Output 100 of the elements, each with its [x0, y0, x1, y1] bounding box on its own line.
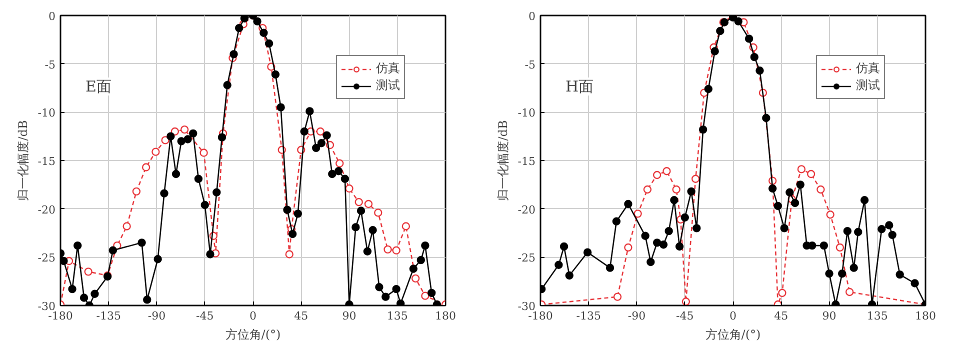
- legend-label: 仿真: [376, 60, 400, 77]
- x-tick-label: 90: [342, 310, 356, 322]
- point: [878, 225, 886, 234]
- point: [634, 210, 642, 218]
- point: [416, 256, 426, 264]
- point: [680, 213, 689, 222]
- point: [427, 288, 436, 298]
- point: [352, 223, 360, 232]
- point: [392, 246, 400, 254]
- x-axis-title: 方位角/(°): [705, 328, 761, 342]
- point: [364, 200, 373, 208]
- point: [154, 255, 162, 264]
- point: [152, 148, 160, 156]
- point: [786, 188, 794, 196]
- point: [283, 206, 292, 214]
- point: [218, 133, 226, 142]
- point: [160, 189, 168, 198]
- point: [664, 226, 673, 236]
- point: [374, 208, 382, 217]
- point: [276, 103, 285, 112]
- y-tick-label: -20: [38, 203, 56, 216]
- y-tick-label: -25: [38, 252, 56, 265]
- point: [860, 196, 869, 204]
- x-tick-label: 180: [435, 310, 456, 322]
- point: [808, 241, 816, 250]
- point: [260, 28, 268, 37]
- point: [294, 210, 302, 218]
- point: [606, 264, 614, 272]
- point: [612, 217, 621, 226]
- x-tick-label: 0: [250, 310, 256, 322]
- x-tick-label: 90: [822, 310, 836, 322]
- point: [240, 16, 249, 22]
- point: [641, 232, 650, 240]
- point: [340, 174, 350, 183]
- point: [691, 174, 700, 183]
- point: [854, 228, 862, 236]
- point: [200, 148, 208, 157]
- y-tick-label: 0: [48, 10, 56, 23]
- point: [363, 247, 372, 256]
- point: [184, 135, 192, 144]
- point: [780, 224, 788, 232]
- point: [68, 284, 76, 294]
- point: [624, 243, 632, 252]
- point: [108, 246, 118, 254]
- point: [334, 167, 343, 176]
- point: [402, 222, 410, 230]
- y-axis-title: 归一化幅度/dB: [496, 120, 510, 201]
- point: [375, 283, 384, 292]
- point: [234, 24, 244, 32]
- point: [409, 264, 418, 273]
- legend-label: 测试: [376, 77, 400, 94]
- point: [838, 270, 846, 278]
- point: [90, 290, 99, 298]
- point: [662, 167, 671, 176]
- y-tick-label: -10: [38, 106, 56, 120]
- point: [80, 294, 88, 302]
- point: [692, 224, 701, 232]
- point: [682, 298, 690, 306]
- point: [796, 180, 804, 189]
- point: [910, 279, 919, 288]
- point: [756, 66, 764, 75]
- y-tick-label: -25: [518, 252, 536, 265]
- point: [762, 114, 770, 122]
- point: [820, 241, 828, 250]
- x-tick-label: 180: [915, 310, 936, 322]
- point: [672, 185, 680, 194]
- point: [122, 222, 131, 230]
- point: [316, 127, 324, 136]
- point: [354, 198, 363, 206]
- point: [421, 241, 430, 250]
- point: [312, 144, 320, 152]
- x-axis-title: 方位角/(°): [225, 328, 281, 342]
- point: [698, 125, 708, 134]
- point: [384, 245, 392, 254]
- point: [230, 50, 238, 58]
- x-tick-label: -45: [676, 310, 694, 322]
- x-tick-label: -135: [576, 310, 601, 322]
- point: [624, 200, 632, 208]
- point: [336, 159, 344, 168]
- point: [768, 184, 777, 193]
- annotation: E面: [86, 78, 112, 96]
- y-tick-label: 0: [528, 10, 536, 23]
- annotation: H面: [566, 78, 594, 96]
- point: [850, 264, 858, 272]
- point: [206, 250, 214, 258]
- point: [200, 200, 209, 210]
- y-tick-label: -15: [518, 155, 536, 168]
- x-tick-label: 135: [386, 310, 408, 322]
- point: [74, 241, 82, 250]
- point: [716, 26, 724, 36]
- point: [790, 198, 800, 208]
- point: [317, 139, 326, 148]
- point: [170, 127, 180, 136]
- point: [421, 292, 430, 300]
- x-tick-label: 135: [866, 310, 888, 322]
- line-series: [540, 16, 926, 306]
- point: [885, 221, 894, 230]
- point: [613, 292, 622, 301]
- point: [132, 187, 141, 196]
- point: [142, 163, 150, 172]
